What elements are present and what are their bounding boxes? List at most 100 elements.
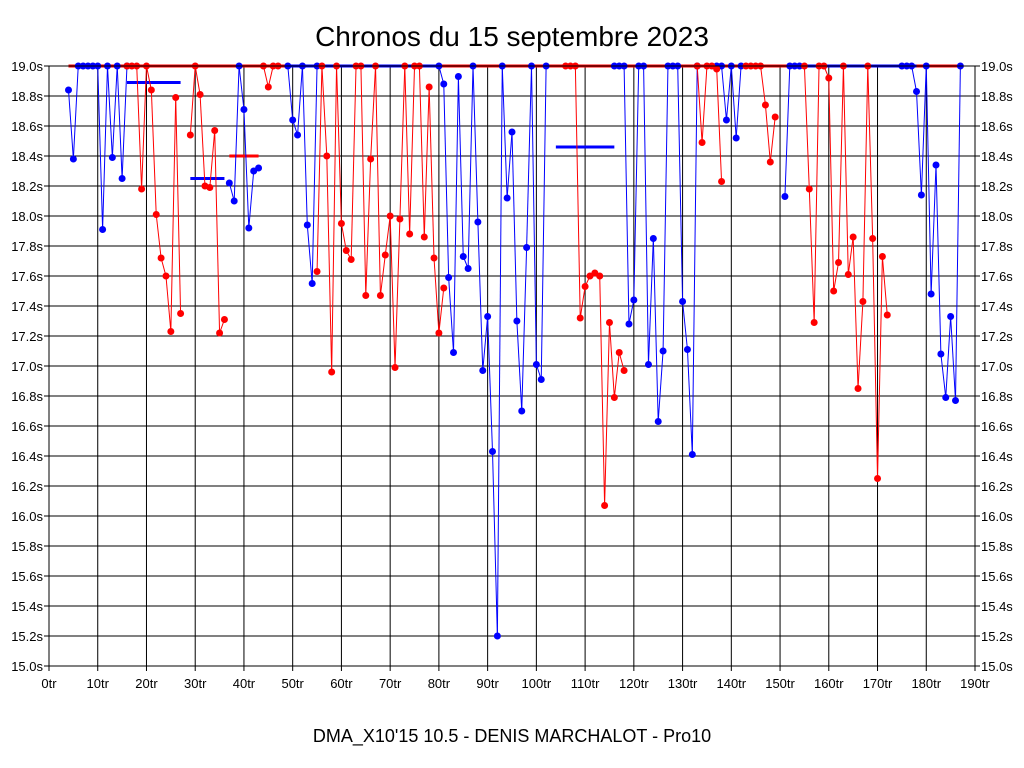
data-point xyxy=(493,632,501,640)
data-point xyxy=(157,254,165,262)
chart-footer: DMA_X10'15 10.5 - DENIS MARCHALOT - Pro1… xyxy=(313,726,711,747)
x-tick-label: 0tr xyxy=(41,676,57,691)
data-point xyxy=(854,385,862,392)
data-point xyxy=(435,329,443,337)
series-line-segment xyxy=(808,188,815,323)
data-point xyxy=(240,106,248,113)
data-point xyxy=(396,215,404,223)
data-point xyxy=(644,361,652,368)
series-line-segment xyxy=(725,65,732,121)
data-point xyxy=(255,164,263,172)
data-point xyxy=(347,256,355,263)
data-point xyxy=(167,328,175,335)
series-line-segment xyxy=(838,65,844,263)
x-tick-label: 170tr xyxy=(863,676,893,691)
series-line-segment xyxy=(492,451,498,637)
data-point xyxy=(386,212,394,220)
series-line-segment xyxy=(716,68,723,182)
data-point xyxy=(605,319,613,326)
y-tick-label-right: 16.4s xyxy=(981,449,1013,464)
series-line-segment xyxy=(925,65,932,295)
series-line-segment xyxy=(301,65,308,226)
data-point xyxy=(264,83,272,91)
data-point xyxy=(440,80,448,88)
data-point xyxy=(596,272,604,280)
series-line-segment xyxy=(267,65,274,88)
series-line-segment xyxy=(243,109,250,229)
y-axis-ticks: 15.0s 15.0s 15.2s 15.2s 15.4s 15.4s 15.6s 15.6s… xyxy=(11,59,1013,674)
series-line-segment xyxy=(833,262,840,292)
data-point xyxy=(303,221,311,229)
y-tick-label-left: 15.4s xyxy=(11,599,43,614)
y-tick-label-right: 15.2s xyxy=(981,629,1013,644)
y-tick-label-right: 16.6s xyxy=(981,419,1013,434)
data-point xyxy=(108,154,116,161)
series-line-segment xyxy=(106,65,113,158)
series-line-segment xyxy=(116,65,123,179)
grid xyxy=(48,65,976,667)
data-point xyxy=(308,280,316,287)
y-tick-label-right: 19.0s xyxy=(981,59,1013,74)
data-point xyxy=(362,292,370,299)
series-line-segment xyxy=(530,65,537,365)
series-line-segment xyxy=(423,86,430,238)
series-line-segment xyxy=(150,89,157,215)
data-point xyxy=(610,394,618,401)
y-tick-label-right: 17.4s xyxy=(981,299,1013,314)
data-point xyxy=(64,86,72,94)
series-line-segment xyxy=(911,65,918,92)
series-line-segment xyxy=(677,65,684,302)
series-line-segment xyxy=(287,65,294,121)
series-line-segment xyxy=(375,65,381,296)
data-point xyxy=(718,178,726,185)
data-point xyxy=(659,347,667,355)
data-point xyxy=(679,298,687,305)
y-tick-label-right: 18.4s xyxy=(981,149,1013,164)
series-line-segment xyxy=(526,65,532,248)
y-tick-label-left: 18.2s xyxy=(11,179,43,194)
data-point xyxy=(440,284,448,292)
y-tick-label-left: 16.6s xyxy=(11,419,43,434)
data-point xyxy=(766,158,774,166)
data-point xyxy=(152,211,160,218)
series-line-segment xyxy=(394,218,401,368)
series-line-segment xyxy=(214,130,221,334)
data-point xyxy=(523,244,531,251)
series-line-segment xyxy=(141,65,147,190)
data-point xyxy=(952,397,960,404)
series-line-segment xyxy=(916,91,922,196)
series-line-segment xyxy=(233,65,240,202)
series-line-segment xyxy=(145,65,152,91)
series-line-segment xyxy=(628,299,635,325)
series-line-segment xyxy=(170,97,177,332)
x-tick-label: 60tr xyxy=(330,676,353,691)
data-point xyxy=(484,313,492,320)
data-point xyxy=(825,74,833,82)
data-point xyxy=(849,233,857,241)
series-line-segment xyxy=(847,236,854,275)
data-point xyxy=(289,116,297,124)
data-point xyxy=(294,131,302,139)
data-point xyxy=(328,368,336,376)
data-point xyxy=(732,134,740,142)
data-point xyxy=(917,191,925,199)
data-point xyxy=(859,298,867,305)
series-line-segment xyxy=(760,65,766,106)
data-point xyxy=(177,310,185,317)
series xyxy=(64,62,964,640)
data-point xyxy=(464,265,472,272)
series-line-segment xyxy=(448,277,455,353)
series-line-segment xyxy=(209,130,216,188)
data-point xyxy=(391,364,399,371)
series-line-segment xyxy=(935,164,942,355)
y-tick-label-left: 17.0s xyxy=(11,359,43,374)
data-point xyxy=(581,283,589,290)
series-line-segment xyxy=(438,287,445,334)
series-line-segment xyxy=(297,65,303,136)
series-line-segment xyxy=(199,94,206,187)
series-line-segment xyxy=(379,254,386,296)
data-point xyxy=(474,218,482,226)
data-point xyxy=(942,394,950,401)
series-line-segment xyxy=(306,224,313,284)
